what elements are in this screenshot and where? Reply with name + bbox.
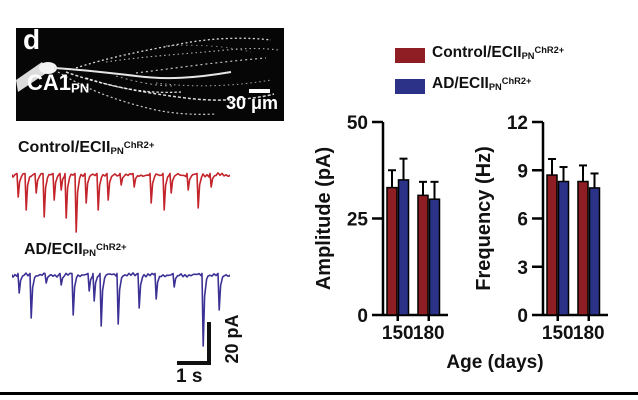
current-scale-label: 20 pA — [222, 314, 242, 364]
legend-label-ad: AD/ECIIPNChR2+ — [432, 75, 531, 93]
bar-series-0 — [577, 180, 589, 316]
control-trace-label-sup: ChR2+ — [123, 139, 155, 151]
figure-bottom-rule — [0, 392, 638, 395]
y-tick-label: 25 — [347, 210, 369, 231]
region-label-main: CA1 — [27, 70, 72, 95]
bar-series-1 — [397, 179, 410, 316]
panel-letter: d — [23, 24, 41, 55]
y-axis-title: Amplitude (pA) — [313, 147, 335, 290]
control-sepsc-trace — [12, 172, 230, 233]
category-label: 150 — [382, 323, 414, 344]
legend-label-control: Control/ECIIPNChR2+ — [432, 44, 564, 62]
legend-ad-sup: ChR2+ — [501, 76, 532, 87]
y-tick-label: 9 — [517, 161, 528, 182]
amplitude-bar-chart: 0 25 50 150 180 Amplitude (pA) — [313, 113, 448, 344]
legend-control-main: Control/ECII — [432, 44, 522, 61]
micrograph-ca1: d CA1PN 30 μm — [16, 24, 284, 121]
ad-trace-path — [12, 272, 230, 347]
y-tick-label: 50 — [347, 113, 368, 134]
ad-trace-label-sub: PN — [82, 247, 96, 259]
ad-trace-label-sup: ChR2+ — [96, 241, 127, 253]
bar-series-0 — [386, 186, 398, 316]
control-trace-label: Control/ECIIPNChR2+ — [18, 139, 154, 157]
frequency-bar-chart: 0 3 6 9 12 150 180 Frequency (Hz) — [473, 113, 608, 344]
legend-swatch-ad — [395, 79, 425, 94]
legend-control-sup: ChR2+ — [534, 45, 565, 56]
category-label: 180 — [573, 323, 605, 344]
legend-ad-sub: PN — [488, 81, 502, 92]
category-label: 180 — [413, 323, 445, 344]
ad-trace-label-main: AD/ECII — [24, 241, 83, 258]
control-trace-path — [12, 172, 230, 233]
y-tick-label: 0 — [517, 306, 528, 327]
y-tick-label: 0 — [357, 306, 368, 327]
bar-series-1 — [588, 187, 601, 316]
y-tick-label: 3 — [517, 258, 528, 279]
neuron-dendrites-graphic — [16, 37, 279, 115]
time-scale-label: 1 s — [176, 366, 203, 387]
legend-swatch-control — [395, 48, 425, 63]
region-label-sub: PN — [71, 80, 90, 96]
y-tick-label: 6 — [517, 210, 528, 231]
ad-trace-label: AD/ECIIPNChR2+ — [24, 241, 127, 259]
control-trace-label-sub: PN — [110, 145, 124, 157]
region-label: CA1PN — [27, 70, 89, 96]
y-tick-label: 12 — [507, 113, 528, 134]
ad-sepsc-trace — [12, 272, 230, 347]
control-trace-label-main: Control/ECII — [18, 139, 111, 156]
x-axis-label: Age (days) — [446, 352, 544, 373]
legend-ad-main: AD/ECII — [432, 75, 489, 92]
time-scale-bar — [177, 361, 211, 365]
bar-series-1 — [428, 198, 441, 316]
current-scale-bar — [207, 322, 211, 364]
y-axis-title: Frequency (Hz) — [473, 146, 495, 290]
bar-series-0 — [417, 194, 429, 316]
bar-series-0 — [546, 174, 558, 316]
category-label: 150 — [542, 323, 574, 344]
bar-series-1 — [557, 180, 570, 316]
micron-scale-label: 30 μm — [225, 93, 278, 113]
micron-scale-bar — [249, 89, 270, 93]
legend-control-sub: PN — [521, 50, 535, 61]
